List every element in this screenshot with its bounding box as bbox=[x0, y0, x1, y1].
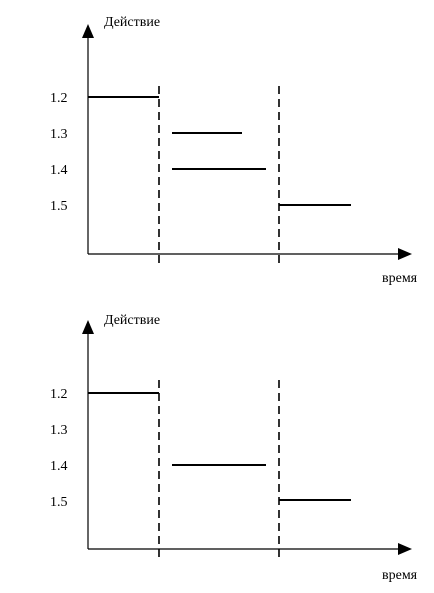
y-axis-arrow-icon bbox=[82, 320, 94, 334]
level-label: 1.4 bbox=[50, 459, 68, 474]
level-label: 1.2 bbox=[50, 387, 68, 402]
y-axis-label: Действие bbox=[104, 313, 160, 328]
level-label: 1.5 bbox=[50, 495, 68, 510]
x-axis-arrow-icon bbox=[398, 543, 412, 555]
y-axis-label: Действие bbox=[104, 15, 160, 30]
x-axis-label: время bbox=[382, 271, 418, 286]
level-label: 1.4 bbox=[50, 163, 68, 178]
level-label: 1.2 bbox=[50, 91, 68, 106]
diagram-top: Действие время 1.2 1.3 1.4 1.5 bbox=[0, 0, 434, 296]
x-axis-arrow-icon bbox=[398, 248, 412, 260]
y-axis-arrow-icon bbox=[82, 24, 94, 38]
level-label: 1.3 bbox=[50, 127, 68, 142]
diagram-top-canvas: Действие время 1.2 1.3 1.4 1.5 bbox=[50, 15, 418, 286]
x-axis-label: время bbox=[382, 568, 418, 583]
diagram-bottom: Действие время 1.2 1.3 1.4 1.5 bbox=[0, 297, 434, 593]
level-label: 1.5 bbox=[50, 199, 68, 214]
level-label: 1.3 bbox=[50, 423, 68, 438]
diagram-bottom-canvas: Действие время 1.2 1.3 1.4 1.5 bbox=[50, 313, 418, 583]
